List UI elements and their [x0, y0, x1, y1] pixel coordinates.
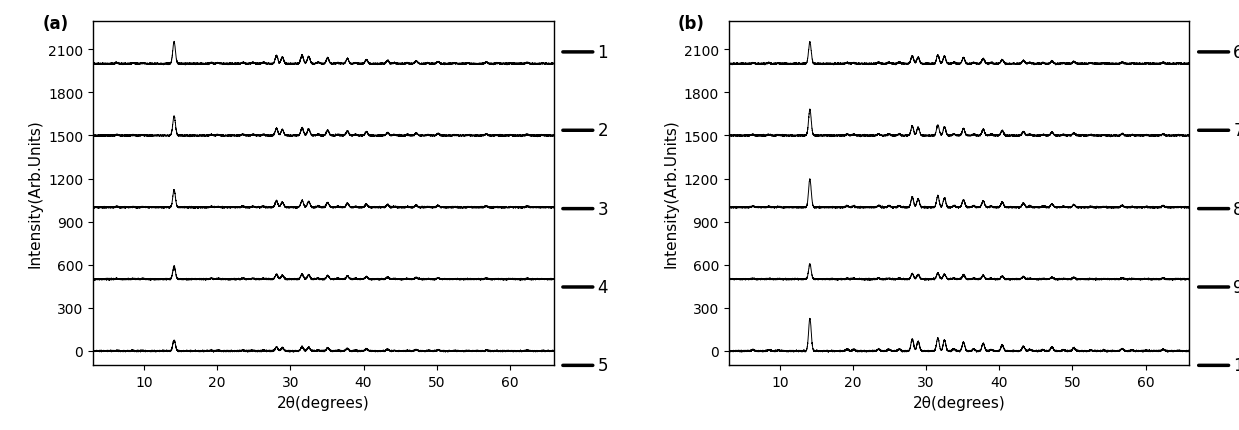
- Y-axis label: Intensity(Arb.Units): Intensity(Arb.Units): [663, 119, 678, 268]
- Text: 5: 5: [597, 356, 608, 375]
- Text: 10: 10: [1233, 356, 1239, 375]
- Text: 8: 8: [1233, 200, 1239, 218]
- Text: 4: 4: [597, 278, 608, 296]
- Text: 6: 6: [1233, 44, 1239, 62]
- X-axis label: 2θ(degrees): 2θ(degrees): [276, 395, 369, 410]
- Text: 9: 9: [1233, 278, 1239, 296]
- Y-axis label: Intensity(Arb.Units): Intensity(Arb.Units): [27, 119, 42, 268]
- X-axis label: 2θ(degrees): 2θ(degrees): [913, 395, 1006, 410]
- Text: 3: 3: [597, 200, 608, 218]
- Text: 7: 7: [1233, 122, 1239, 140]
- Text: 2: 2: [597, 122, 608, 140]
- Text: 1: 1: [597, 44, 608, 62]
- Text: (b): (b): [678, 15, 705, 33]
- Text: (a): (a): [42, 15, 68, 33]
